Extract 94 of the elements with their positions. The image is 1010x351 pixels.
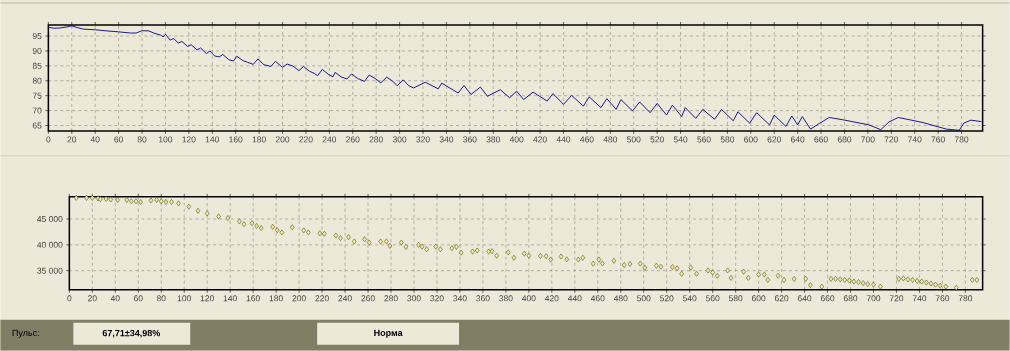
x-tick-label: 280 xyxy=(369,136,383,143)
x-tick-label: 180 xyxy=(269,295,283,302)
x-tick-label: 660 xyxy=(814,136,828,143)
x-tick-label: 640 xyxy=(791,136,805,143)
x-tick-label: 400 xyxy=(509,136,524,143)
x-tick-label: 540 xyxy=(682,295,697,302)
x-tick-label: 660 xyxy=(820,295,835,302)
line-series xyxy=(48,25,982,131)
x-tick-label: 760 xyxy=(935,295,950,302)
y-tick-label: 40 000 xyxy=(37,241,63,248)
x-tick-label: 120 xyxy=(200,295,214,302)
x-tick-label: 140 xyxy=(205,136,220,143)
x-tick-label: 260 xyxy=(361,295,375,302)
x-tick-label: 500 xyxy=(627,136,641,143)
x-tick-label: 500 xyxy=(637,295,651,302)
x-tick-label: 720 xyxy=(884,136,899,143)
x-tick-label: 740 xyxy=(908,136,922,143)
x-tick-label: 540 xyxy=(673,136,688,143)
x-tick-label: 440 xyxy=(567,295,582,302)
x-tick-label: 480 xyxy=(603,136,618,143)
x-tick-label: 80 xyxy=(156,295,166,302)
text: Пульс: xyxy=(12,329,39,338)
x-tick-label: 780 xyxy=(958,295,973,302)
x-tick-label: 320 xyxy=(416,136,430,143)
x-tick-label: 460 xyxy=(590,295,605,302)
x-tick-label: 340 xyxy=(453,295,467,302)
x-tick-label: 420 xyxy=(544,295,559,302)
x-tick-label: 600 xyxy=(751,295,766,302)
x-tick-label: 160 xyxy=(229,136,243,143)
x-tick-label: 420 xyxy=(533,136,547,143)
x-tick-label: 440 xyxy=(556,136,571,143)
y-tick-label: 70 xyxy=(32,107,42,114)
x-tick-label: 0 xyxy=(67,295,72,302)
x-tick-label: 760 xyxy=(931,136,945,143)
x-tick-label: 640 xyxy=(797,295,812,302)
x-tick-label: 680 xyxy=(837,136,852,143)
x-tick-label: 200 xyxy=(275,136,290,143)
x-tick-label: 220 xyxy=(315,295,329,302)
x-tick-label: 580 xyxy=(728,295,743,302)
x-tick-label: 380 xyxy=(499,295,513,302)
x-tick-label: 200 xyxy=(292,295,306,302)
x-tick-label: 300 xyxy=(407,295,421,302)
x-tick-label: 100 xyxy=(177,295,191,302)
y-tick-label: 80 xyxy=(32,77,42,84)
x-tick-label: 360 xyxy=(476,295,490,302)
x-tick-label: 140 xyxy=(223,295,237,302)
x-tick-label: 280 xyxy=(384,295,398,302)
y-tick-label: 35 000 xyxy=(37,267,63,274)
y-tick-label: 45 000 xyxy=(37,216,63,223)
x-tick-label: 40 xyxy=(90,136,100,143)
x-tick-label: 80 xyxy=(137,136,147,143)
x-tick-label: 740 xyxy=(912,295,927,302)
x-tick-label: 700 xyxy=(861,136,875,143)
x-tick-label: 780 xyxy=(954,136,969,143)
x-tick-label: 520 xyxy=(659,295,674,302)
x-tick-label: 60 xyxy=(134,295,143,302)
x-tick-label: 260 xyxy=(346,136,360,143)
x-tick-label: 320 xyxy=(430,295,444,302)
x-tick-label: 40 xyxy=(110,295,120,302)
x-tick-label: 120 xyxy=(182,136,196,143)
text: Норма xyxy=(374,329,403,338)
x-tick-label: 60 xyxy=(114,136,123,143)
x-tick-label: 300 xyxy=(392,136,407,143)
x-tick-label: 720 xyxy=(889,295,904,302)
x-tick-label: 580 xyxy=(720,136,735,143)
x-tick-label: 680 xyxy=(843,295,858,302)
x-tick-label: 700 xyxy=(866,295,881,302)
x-tick-label: 240 xyxy=(322,136,337,143)
x-tick-label: 620 xyxy=(774,295,789,302)
x-tick-label: 240 xyxy=(338,295,352,302)
y-tick-label: 65 xyxy=(32,122,42,129)
y-tick-label: 95 xyxy=(32,33,42,40)
x-tick-label: 460 xyxy=(580,136,594,143)
x-tick-label: 520 xyxy=(650,136,664,143)
x-tick-label: 600 xyxy=(744,136,758,143)
x-tick-label: 360 xyxy=(463,136,477,143)
x-tick-label: 380 xyxy=(486,136,500,143)
x-tick-label: 20 xyxy=(67,136,77,143)
x-tick-label: 480 xyxy=(613,295,628,302)
x-tick-label: 160 xyxy=(246,295,260,302)
x-tick-label: 0 xyxy=(46,136,51,143)
y-tick-label: 75 xyxy=(32,92,42,99)
x-tick-label: 620 xyxy=(767,136,781,143)
y-tick-label: 85 xyxy=(32,62,42,69)
x-tick-label: 560 xyxy=(705,295,720,302)
x-tick-label: 100 xyxy=(159,136,173,143)
text: 67,71±34,98% xyxy=(102,330,161,338)
y-tick-label: 90 xyxy=(32,48,42,55)
x-tick-label: 180 xyxy=(252,136,266,143)
x-tick-label: 340 xyxy=(439,136,454,143)
x-tick-label: 20 xyxy=(88,295,97,302)
x-tick-label: 220 xyxy=(299,136,313,143)
x-tick-label: 400 xyxy=(521,295,536,302)
x-tick-label: 560 xyxy=(697,136,711,143)
